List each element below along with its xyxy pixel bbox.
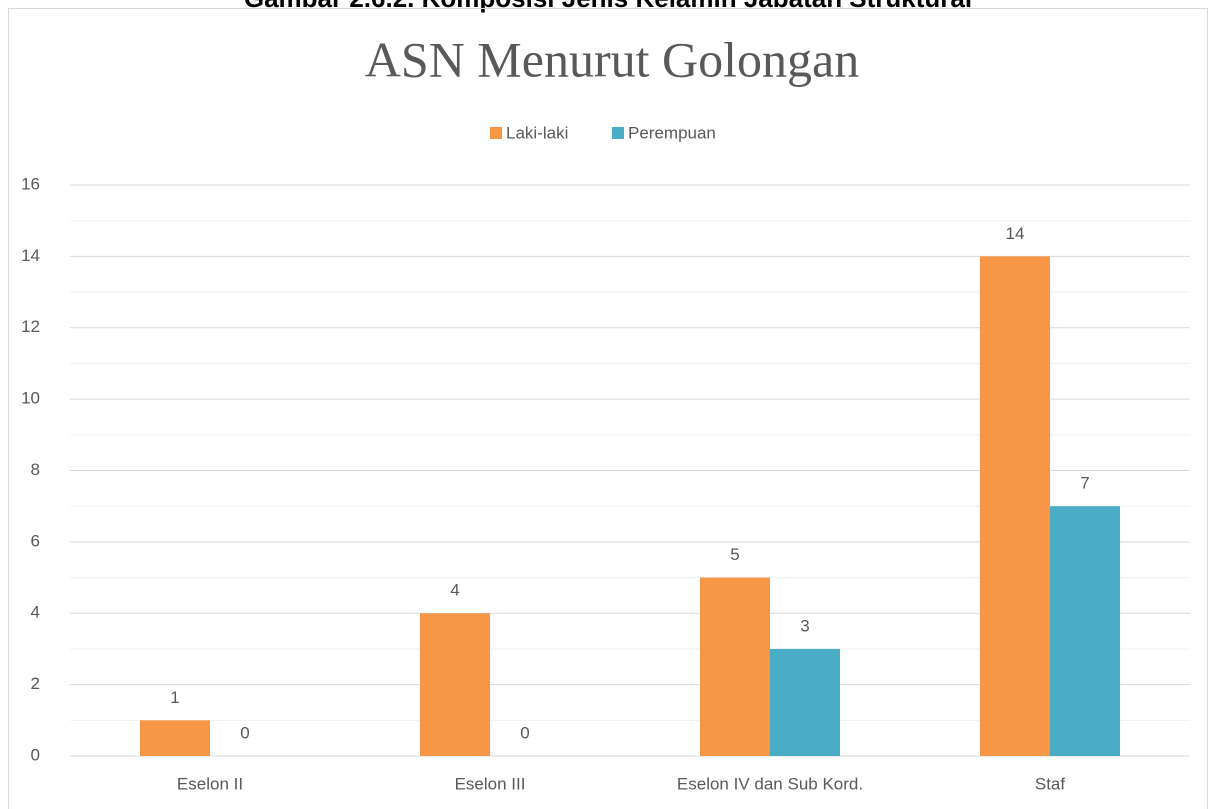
y-tick-label: 2 — [31, 674, 40, 693]
x-tick-label: Eselon II — [177, 774, 243, 793]
caption: Gambar 2.6.2. Komposisi Jenis Kelamin Ja… — [244, 0, 972, 13]
x-tick-label: Eselon III — [455, 774, 526, 793]
x-tick-label: Staf — [1035, 774, 1066, 793]
data-label: 1 — [170, 688, 179, 707]
x-tick-label: Eselon IV dan Sub Kord. — [677, 774, 863, 793]
data-label: 14 — [1006, 224, 1025, 243]
legend-swatch — [612, 127, 624, 139]
data-label: 3 — [800, 616, 809, 635]
legend-label: Laki-laki — [506, 123, 568, 142]
bar — [980, 256, 1050, 756]
y-tick-label: 12 — [21, 317, 40, 336]
y-tick-label: 16 — [21, 174, 40, 193]
legend-swatch — [490, 127, 502, 139]
bar — [770, 648, 840, 756]
y-tick-label: 8 — [31, 460, 40, 479]
bar — [420, 613, 490, 756]
bar — [1050, 506, 1120, 756]
y-tick-label: 14 — [21, 246, 40, 265]
legend-label: Perempuan — [628, 123, 716, 142]
y-tick-label: 0 — [31, 745, 40, 764]
data-label: 0 — [520, 723, 529, 742]
data-label: 5 — [730, 545, 739, 564]
y-tick-label: 4 — [31, 603, 40, 622]
data-label: 0 — [240, 723, 249, 742]
bar — [700, 577, 770, 756]
y-tick-label: 10 — [21, 389, 40, 408]
data-label: 7 — [1080, 474, 1089, 493]
chart-title: ASN Menurut Golongan — [365, 31, 859, 87]
bar — [140, 720, 210, 756]
chart-border — [8, 8, 1208, 809]
y-tick-label: 6 — [31, 531, 40, 550]
data-label: 4 — [450, 581, 459, 600]
